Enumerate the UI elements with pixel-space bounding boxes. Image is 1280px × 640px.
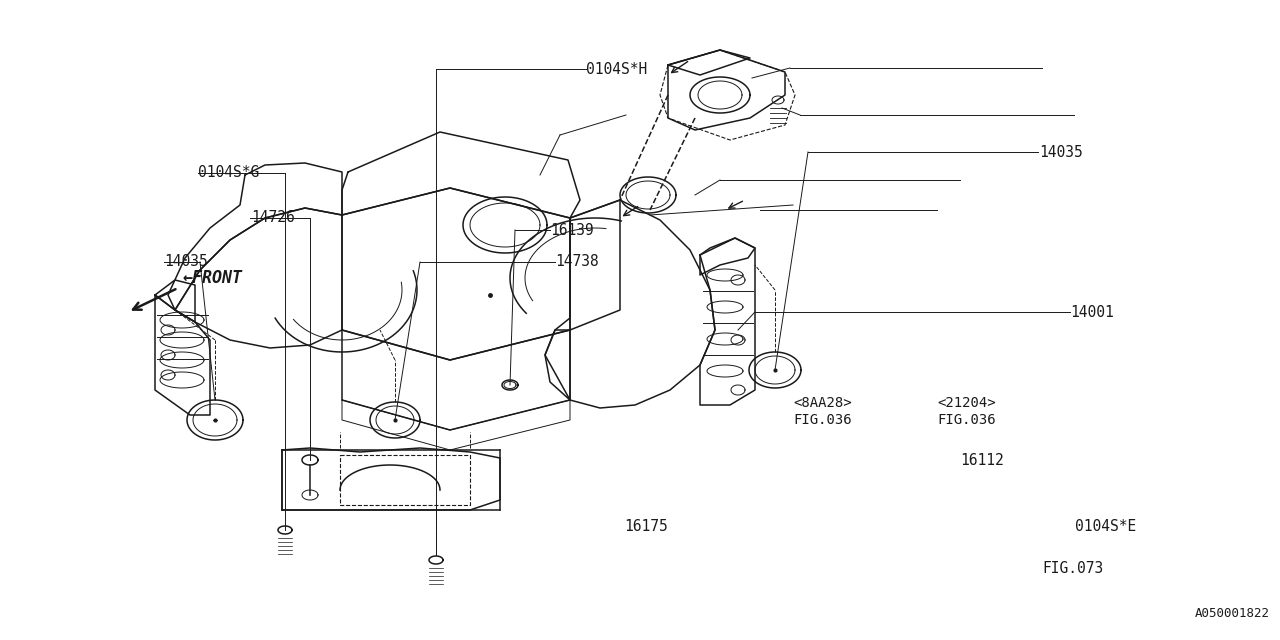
Text: 14035: 14035: [164, 253, 207, 269]
Text: 16175: 16175: [625, 518, 668, 534]
Text: FIG.073: FIG.073: [1042, 561, 1103, 576]
Text: 16139: 16139: [550, 223, 594, 238]
Text: FIG.036: FIG.036: [937, 413, 996, 427]
Text: 14738: 14738: [556, 253, 599, 269]
Text: ←FRONT: ←FRONT: [182, 269, 242, 287]
Text: <8AA28>: <8AA28>: [794, 396, 852, 410]
Text: 0104S*E: 0104S*E: [1075, 518, 1137, 534]
Text: <21204>: <21204>: [937, 396, 996, 410]
Text: 0104S*H: 0104S*H: [586, 61, 648, 77]
Text: 14001: 14001: [1070, 305, 1114, 320]
Text: 14726: 14726: [251, 210, 294, 225]
Text: 14035: 14035: [1039, 145, 1083, 160]
Text: 0104S*G: 0104S*G: [198, 165, 260, 180]
Text: A050001822: A050001822: [1196, 607, 1270, 620]
Text: FIG.036: FIG.036: [794, 413, 852, 427]
Text: 16112: 16112: [960, 453, 1004, 468]
